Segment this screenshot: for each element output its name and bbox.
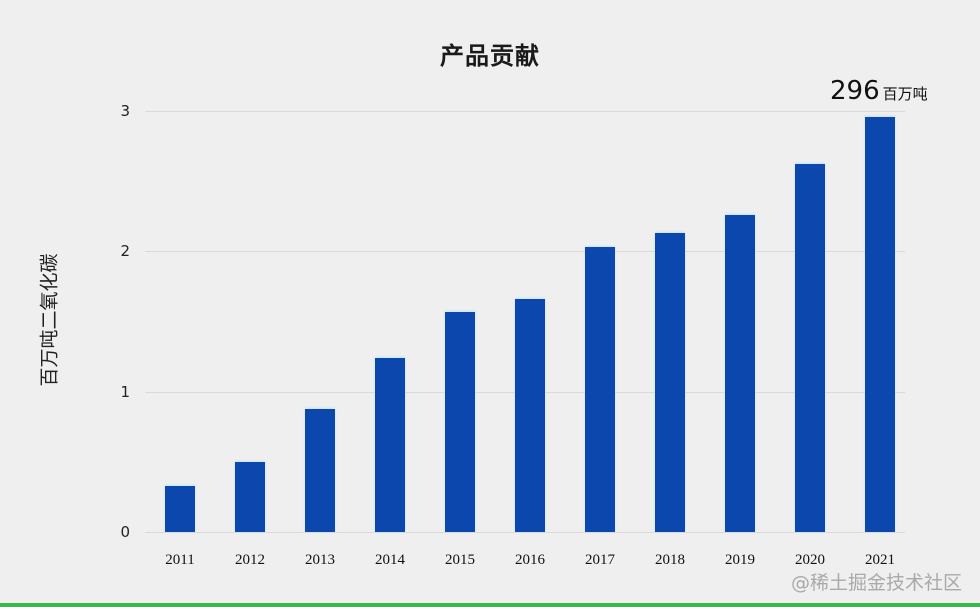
- x-tick-label: 2019: [725, 552, 755, 568]
- x-tick-label: 2018: [655, 552, 685, 568]
- x-tick-label: 2017: [585, 552, 615, 568]
- gridline: [145, 251, 905, 253]
- bar-2012: [235, 461, 265, 532]
- x-tick-label: 2015: [445, 552, 475, 568]
- x-tick-label: 2013: [305, 552, 335, 568]
- bar-2019: [725, 214, 755, 532]
- bar-2011: [165, 485, 195, 532]
- bottom-border: [0, 603, 980, 607]
- y-tick-label: 3: [120, 102, 130, 121]
- total-annotation: 296 百万吨: [830, 76, 928, 106]
- bar-2021: [865, 116, 895, 532]
- gridline: [145, 532, 905, 533]
- x-tick-label: 2021: [865, 552, 895, 568]
- x-tick-label: 2020: [795, 552, 825, 568]
- x-tick-label: 2011: [165, 552, 195, 568]
- bar-2018: [655, 233, 685, 532]
- gridline: [145, 111, 905, 113]
- y-tick-label: 1: [120, 382, 130, 401]
- bar-2013: [305, 408, 335, 532]
- x-tick-label: 2012: [235, 552, 265, 568]
- bar-2016: [515, 299, 545, 532]
- y-tick-label: 0: [120, 523, 130, 541]
- x-tick-label: 2014: [375, 552, 405, 568]
- bar-2017: [585, 247, 615, 532]
- plot-area: [145, 0, 905, 607]
- annotation-value: 296: [830, 76, 880, 106]
- x-tick-label: 2016: [515, 552, 545, 568]
- y-tick-label: 2: [120, 242, 130, 261]
- bar-2020: [795, 164, 825, 532]
- annotation-unit: 百万吨: [882, 85, 928, 103]
- bar-2015: [445, 311, 475, 532]
- y-axis-label: 百万吨二氧化碳: [38, 253, 61, 387]
- bar-2014: [375, 358, 405, 532]
- watermark: @稀土掘金技术社区: [790, 572, 962, 594]
- chart-title: 产品贡献: [440, 42, 540, 70]
